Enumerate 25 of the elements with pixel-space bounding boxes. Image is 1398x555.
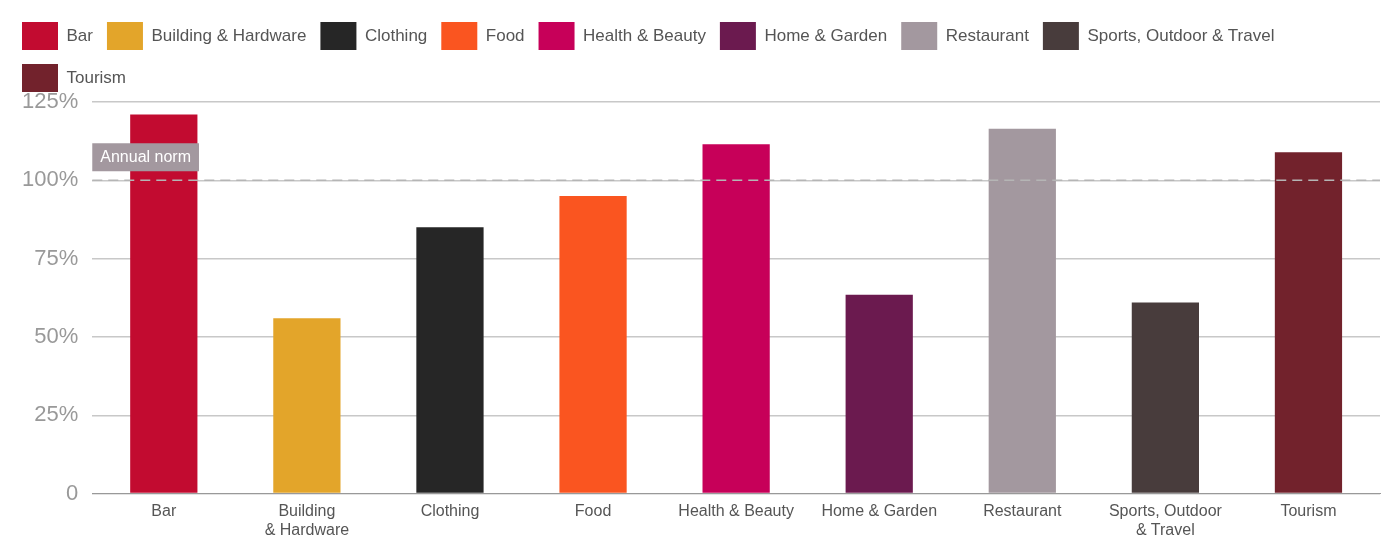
y-tick-label: 75%: [34, 244, 79, 270]
legend-label: Building & Hardware: [151, 25, 307, 45]
x-tick-label: Clothing: [420, 501, 480, 519]
y-tick-label: 25%: [34, 401, 79, 427]
legend-label: Sports, Outdoor & Travel: [1087, 25, 1275, 45]
x-tick-label: Sports, Outdoor & Travel: [1108, 501, 1223, 538]
x-tick-label: Tourism: [1280, 501, 1337, 519]
x-tick-label: Home & Garden: [821, 501, 938, 519]
y-tick-label: 100%: [21, 166, 79, 192]
ref-line-label: Annual norm: [100, 147, 191, 165]
y-tick-label: 50%: [34, 323, 79, 349]
x-tick-label: Restaurant: [983, 501, 1062, 519]
legend-label: Food: [485, 25, 525, 45]
legend-label: Health & Beauty: [583, 25, 707, 45]
y-tick-label: 125%: [21, 88, 79, 114]
legend-label: Clothing: [364, 25, 428, 45]
legend-label: Bar: [66, 25, 94, 45]
x-tick-label: Health & Beauty: [678, 501, 794, 519]
legend-label: Home & Garden: [764, 25, 888, 45]
x-tick-label: Bar: [151, 501, 177, 519]
legend-label: Tourism: [66, 67, 127, 87]
x-tick-label: Food: [574, 501, 612, 519]
x-tick-label: Building & Hardware: [264, 501, 350, 538]
legend-label: Restaurant: [945, 25, 1030, 45]
y-tick-label: 0: [66, 479, 79, 505]
